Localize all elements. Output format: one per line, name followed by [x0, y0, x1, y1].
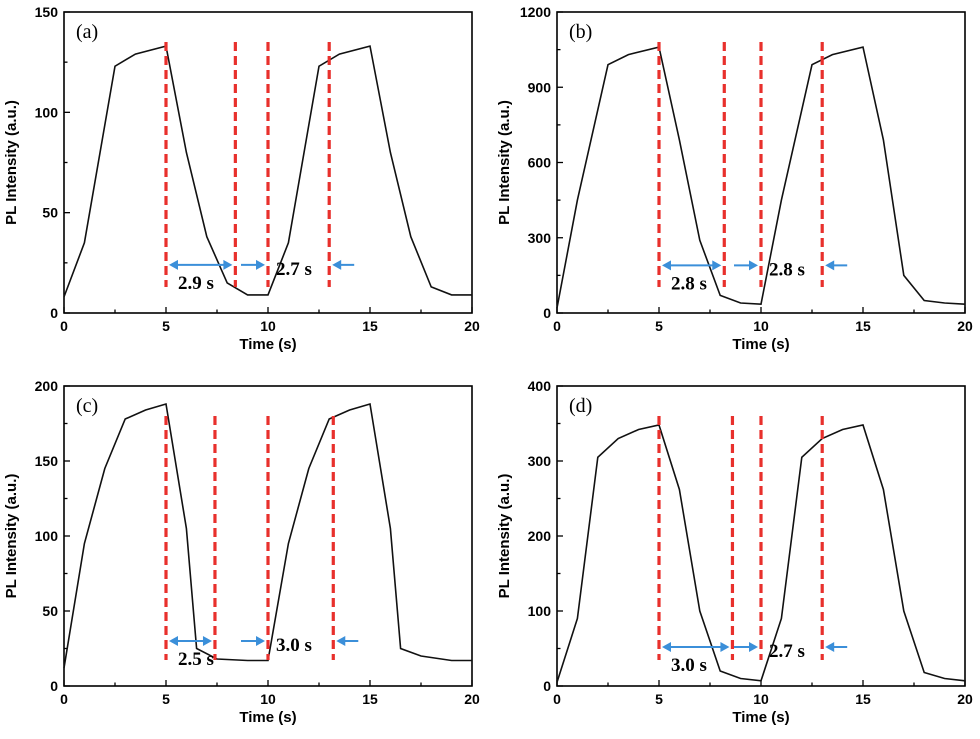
x-tick-label: 15: [855, 691, 871, 707]
rise-time-label: 2.7 s: [276, 259, 312, 280]
y-tick-label: 400: [528, 378, 552, 394]
decay-arrow-head-left: [662, 260, 671, 271]
rise-arrow-in-head: [256, 636, 265, 646]
rise-time-label: 2.7 s: [769, 641, 805, 662]
x-tick-label: 0: [60, 318, 68, 334]
x-axis-label: Time (s): [732, 336, 789, 353]
y-axis-label: PL Intensity (a.u.): [496, 100, 513, 225]
chart-panel-a: 0 5 10 15 20 0 50 100 150 Time (s) PL Intensity (a…: [3, 4, 480, 353]
rise-arrow-in-head: [256, 259, 265, 270]
decay-time-label: 2.9 s: [178, 273, 214, 294]
x-tick-label: 10: [260, 318, 276, 334]
y-tick-label: 0: [50, 678, 58, 694]
pl-intensity-curve: [556, 424, 966, 683]
y-tick-label: 900: [528, 79, 552, 95]
decay-time-label: 3.0 s: [671, 655, 707, 676]
y-tick-label: 0: [50, 305, 58, 321]
decay-arrow-head-right: [202, 636, 212, 646]
pl-intensity-curve: [63, 402, 472, 669]
x-tick-label: 0: [553, 691, 561, 707]
y-tick-label: 100: [528, 603, 552, 619]
x-axis-label: Time (s): [239, 709, 296, 726]
y-tick-label: 1200: [520, 4, 551, 20]
y-tick-label: 300: [528, 453, 552, 469]
x-tick-label: 0: [60, 691, 68, 707]
x-axis-label: Time (s): [239, 336, 296, 353]
decay-time-label: 2.8 s: [671, 273, 707, 294]
y-tick-label: 600: [528, 155, 552, 171]
panel-label: (b): [569, 21, 592, 43]
y-tick-label: 100: [35, 104, 59, 120]
panel-label: (a): [76, 21, 98, 43]
x-tick-label: 5: [162, 318, 170, 334]
x-tick-label: 10: [753, 318, 769, 334]
decay-arrow-head-left: [662, 642, 671, 652]
x-axis-label: Time (s): [732, 709, 789, 726]
rise-arrow-out-head: [825, 642, 835, 652]
y-tick-label: 200: [35, 378, 59, 394]
x-tick-label: 10: [753, 691, 769, 707]
x-tick-label: 5: [162, 691, 170, 707]
y-axis-label: PL Intensity (a.u.): [3, 100, 20, 225]
y-tick-label: 50: [42, 603, 58, 619]
decay-arrow-head-left: [169, 259, 178, 270]
panel-label: (d): [569, 395, 592, 417]
decay-arrow-head-left: [169, 636, 178, 646]
y-tick-label: 300: [528, 230, 552, 246]
decay-time-label: 2.5 s: [178, 649, 214, 670]
rise-time-label: 2.8 s: [769, 259, 805, 280]
x-tick-label: 5: [655, 691, 663, 707]
y-tick-label: 100: [35, 528, 59, 544]
y-tick-label: 50: [42, 205, 58, 221]
panel-label: (c): [76, 395, 98, 417]
x-tick-label: 15: [855, 318, 871, 334]
x-tick-label: 20: [464, 318, 480, 334]
pl-intensity-curve: [63, 45, 472, 298]
decay-arrow-head-right: [720, 642, 730, 652]
x-tick-label: 5: [655, 318, 663, 334]
y-axis-label: PL Intensity (a.u.): [3, 474, 20, 599]
rise-time-label: 3.0 s: [276, 635, 312, 656]
y-axis-label: PL Intensity (a.u.): [496, 474, 513, 599]
chart-panel-b: 0 5 10 15 20 0 300 600 900 1200 Time (s) PL Intensi…: [496, 4, 973, 353]
y-tick-label: 0: [543, 678, 551, 694]
x-tick-label: 10: [260, 691, 276, 707]
y-tick-label: 150: [35, 453, 59, 469]
pl-intensity-curve: [556, 46, 966, 309]
y-tick-label: 200: [528, 528, 552, 544]
y-tick-label: 150: [35, 4, 59, 20]
x-tick-label: 0: [553, 318, 561, 334]
decay-arrow-head-right: [223, 259, 233, 270]
x-tick-label: 15: [362, 691, 378, 707]
x-tick-label: 15: [362, 318, 378, 334]
rise-arrow-in-head: [749, 260, 758, 271]
rise-arrow-in-head: [749, 642, 758, 652]
decay-arrow-head-right: [712, 260, 722, 271]
x-tick-label: 20: [957, 318, 973, 334]
rise-arrow-out-head: [332, 259, 342, 270]
x-tick-label: 20: [957, 691, 973, 707]
y-tick-label: 0: [543, 305, 551, 321]
rise-arrow-out-head: [336, 636, 346, 646]
x-tick-label: 20: [464, 691, 480, 707]
rise-arrow-out-head: [825, 260, 835, 271]
